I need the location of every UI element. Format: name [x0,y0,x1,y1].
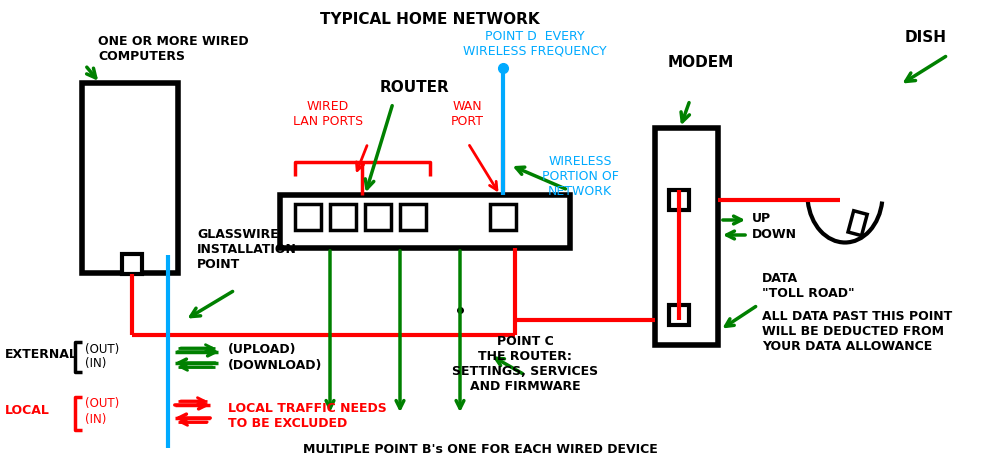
Text: (OUT): (OUT) [85,343,119,356]
Text: DATA
"TOLL ROAD": DATA "TOLL ROAD" [762,272,855,300]
Text: TYPICAL HOME NETWORK: TYPICAL HOME NETWORK [320,12,540,27]
Bar [669,190,689,210]
Text: WIRED
LAN PORTS: WIRED LAN PORTS [293,100,363,128]
Text: MULTIPLE POINT B's ONE FOR EACH WIRED DEVICE: MULTIPLE POINT B's ONE FOR EACH WIRED DE… [303,443,657,456]
Bar [82,83,178,273]
Bar [122,254,142,274]
Text: DISH: DISH [905,30,947,45]
Text: DOWN: DOWN [752,227,797,241]
Text: WAN
PORT: WAN PORT [450,100,484,128]
Bar [295,204,321,230]
Text: (IN): (IN) [85,412,106,425]
Bar [400,204,426,230]
Text: (OUT): (OUT) [85,397,119,410]
Text: WIRELESS
PORTION OF
NETWORK: WIRELESS PORTION OF NETWORK [542,155,618,198]
Text: (UPLOAD): (UPLOAD) [228,343,296,356]
Text: POINT D  EVERY
WIRELESS FREQUENCY: POINT D EVERY WIRELESS FREQUENCY [463,30,607,58]
Bar [280,195,570,248]
Text: ROUTER: ROUTER [380,80,450,95]
Text: ONE OR MORE WIRED
COMPUTERS: ONE OR MORE WIRED COMPUTERS [98,35,249,63]
Text: ALL DATA PAST THIS POINT
WILL BE DEDUCTED FROM
YOUR DATA ALLOWANCE: ALL DATA PAST THIS POINT WILL BE DEDUCTE… [762,310,952,353]
Bar [490,204,516,230]
Text: EXTERNAL: EXTERNAL [5,348,78,360]
Bar [330,204,356,230]
Bar [655,128,718,345]
Text: MODEM: MODEM [668,55,734,70]
Text: LOCAL: LOCAL [5,404,50,417]
Text: LOCAL TRAFFIC NEEDS
TO BE EXCLUDED: LOCAL TRAFFIC NEEDS TO BE EXCLUDED [228,402,387,430]
Text: (IN): (IN) [85,358,106,371]
Text: POINT C
THE ROUTER:
SETTINGS, SERVICES
AND FIRMWARE: POINT C THE ROUTER: SETTINGS, SERVICES A… [452,335,598,393]
Bar [669,305,689,325]
Text: (DOWNLOAD): (DOWNLOAD) [228,358,322,372]
Bar [365,204,391,230]
Bar [848,211,867,235]
Text: GLASSWIRE
INSTALLATION
POINT: GLASSWIRE INSTALLATION POINT [197,228,297,271]
Text: UP: UP [752,212,771,225]
